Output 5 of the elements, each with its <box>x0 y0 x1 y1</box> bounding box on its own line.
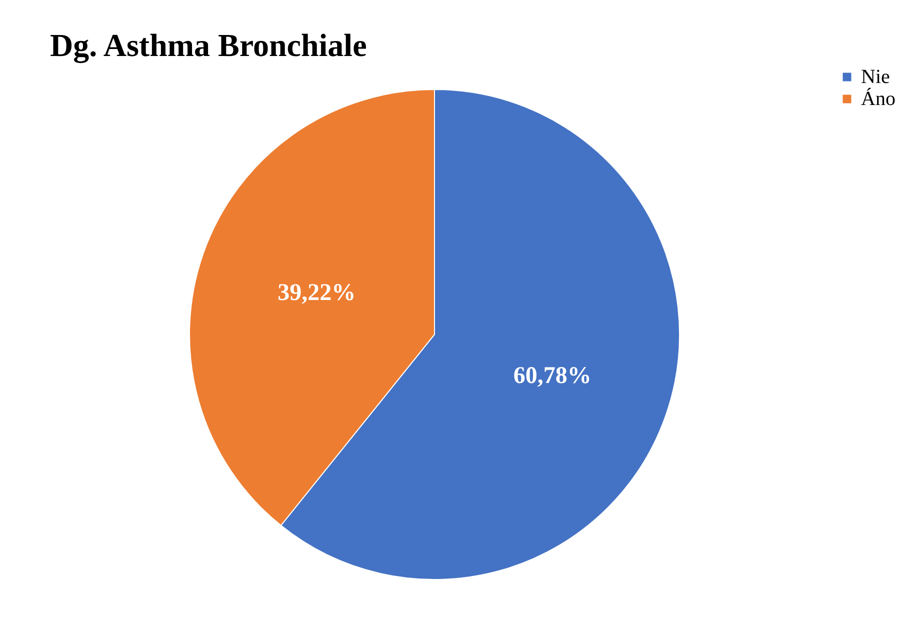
chart-title: Dg. Asthma Bronchiale <box>50 27 367 64</box>
legend-label: Nie <box>861 66 890 88</box>
legend-label: Áno <box>861 87 896 110</box>
data-label: 60,78% <box>513 363 592 390</box>
data-label: 39,22% <box>278 280 356 306</box>
